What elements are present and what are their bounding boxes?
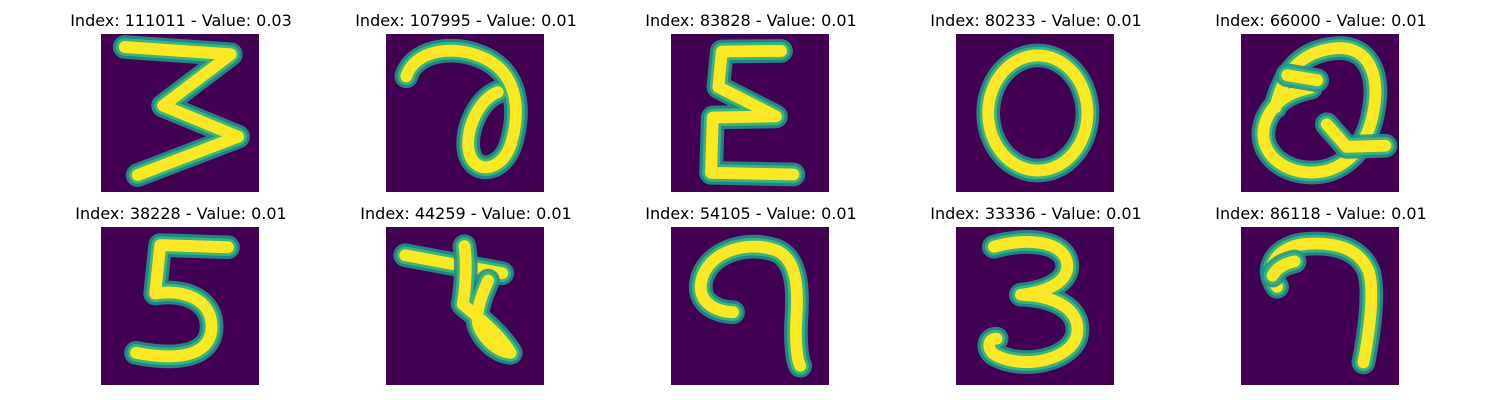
grid-panel-4: Index: 80233 - Value: 0.01 (896, 12, 1176, 192)
grid-panel-8: Index: 54105 - Value: 0.01 (611, 205, 891, 385)
panel-title: Index: 80233 - Value: 0.01 (930, 11, 1142, 30)
panel-title: Index: 111011 - Value: 0.03 (70, 11, 292, 30)
grid-panel-9: Index: 33336 - Value: 0.01 (896, 205, 1176, 385)
grid-panel-2: Index: 107995 - Value: 0.01 (326, 12, 606, 192)
grid-panel-7: Index: 44259 - Value: 0.01 (326, 205, 606, 385)
digit-image-9 (671, 227, 829, 385)
digit-image-3 (101, 34, 259, 192)
panel-title: Index: 83828 - Value: 0.01 (645, 11, 857, 30)
panel-title: Index: 86118 - Value: 0.01 (1215, 204, 1427, 223)
digit-image-3-second (956, 227, 1114, 385)
digit-image-Q (1241, 34, 1399, 192)
digit-image-0 (956, 34, 1114, 192)
grid-panel-10: Index: 86118 - Value: 0.01 (1181, 205, 1461, 385)
panel-title: Index: 66000 - Value: 0.01 (1215, 11, 1427, 30)
grid-panel-6: Index: 38228 - Value: 0.01 (41, 205, 321, 385)
panel-title: Index: 107995 - Value: 0.01 (355, 11, 577, 30)
panel-title: Index: 33336 - Value: 0.01 (930, 204, 1142, 223)
digit-image-E (671, 34, 829, 192)
digit-image-7 (1241, 227, 1399, 385)
grid-panel-5: Index: 66000 - Value: 0.01 (1181, 12, 1461, 192)
panel-title: Index: 44259 - Value: 0.01 (360, 204, 572, 223)
panel-title: Index: 38228 - Value: 0.01 (75, 204, 287, 223)
grid-panel-1: Index: 111011 - Value: 0.03 (41, 12, 321, 192)
grid-panel-3: Index: 83828 - Value: 0.01 (611, 12, 891, 192)
digit-image-t (386, 227, 544, 385)
panel-title: Index: 54105 - Value: 0.01 (645, 204, 857, 223)
digit-image-a (386, 34, 544, 192)
digit-image-5 (101, 227, 259, 385)
